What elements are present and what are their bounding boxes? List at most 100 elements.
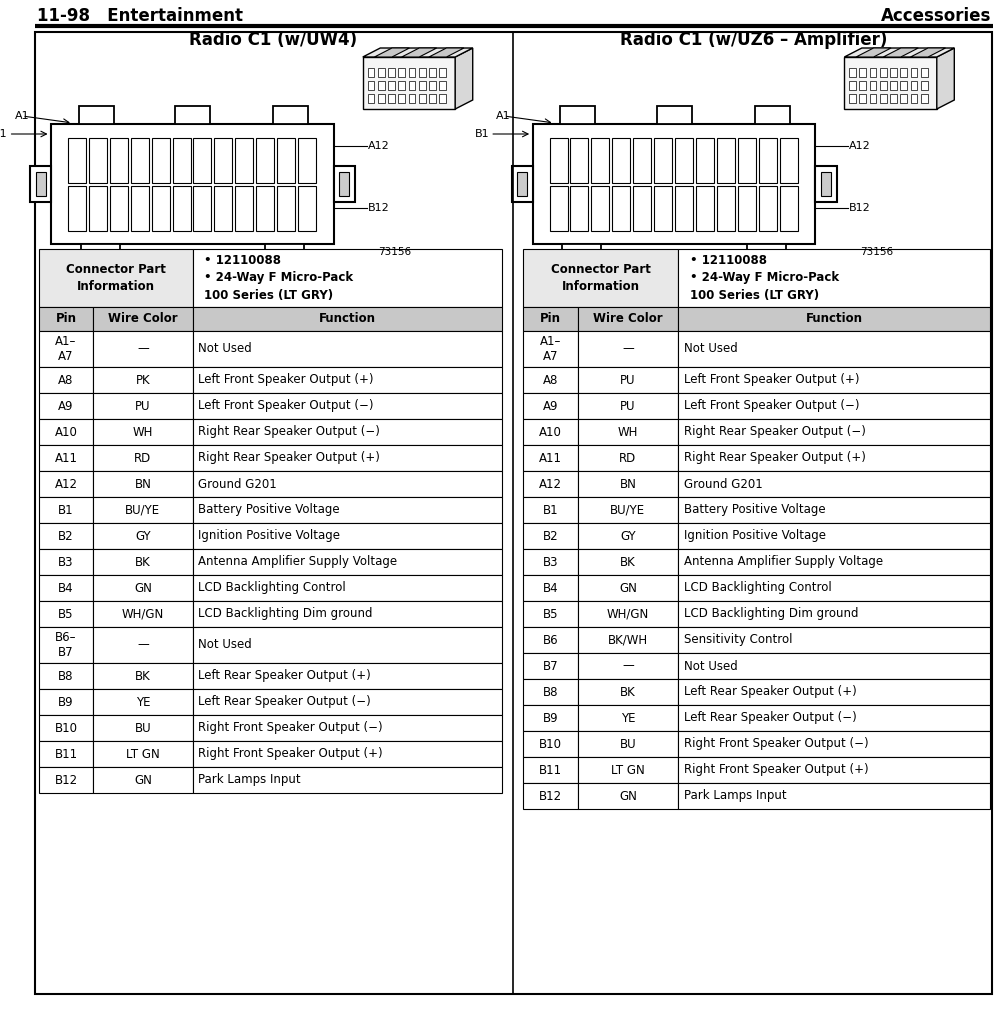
Bar	[192, 575, 502, 601]
Text: —: —	[622, 342, 634, 355]
Bar	[678, 307, 990, 331]
Bar	[298, 186, 316, 231]
Bar	[815, 166, 837, 202]
Bar	[93, 367, 192, 393]
Bar	[192, 249, 502, 307]
Text: B7: B7	[543, 659, 559, 673]
Text: A8: A8	[543, 374, 559, 386]
Bar	[235, 138, 253, 183]
Bar	[192, 715, 502, 741]
Bar	[578, 445, 678, 471]
Bar	[550, 186, 568, 231]
Text: B4: B4	[543, 582, 559, 595]
Text: LT GN: LT GN	[126, 748, 160, 761]
Bar	[39, 445, 93, 471]
Text: Left Front Speaker Output (−): Left Front Speaker Output (−)	[198, 399, 373, 413]
Bar	[93, 523, 192, 549]
Bar	[578, 705, 678, 731]
Bar	[550, 138, 568, 183]
Text: BK: BK	[135, 555, 151, 568]
Bar	[696, 138, 714, 183]
Bar	[93, 767, 192, 793]
Bar	[93, 663, 192, 689]
Text: Right Front Speaker Output (+): Right Front Speaker Output (+)	[198, 748, 383, 761]
Bar	[524, 393, 578, 419]
Text: A12: A12	[367, 141, 389, 151]
Bar	[93, 627, 192, 663]
Bar	[678, 627, 990, 653]
Bar	[51, 124, 333, 244]
Text: A1–
A7: A1– A7	[55, 335, 77, 362]
Bar	[578, 549, 678, 575]
Polygon shape	[937, 48, 954, 109]
Bar	[89, 138, 107, 183]
Bar	[678, 249, 990, 307]
Bar	[339, 172, 349, 196]
Text: BN: BN	[620, 477, 637, 490]
Bar	[192, 445, 502, 471]
Bar	[563, 244, 602, 264]
Bar	[152, 186, 169, 231]
Bar	[131, 138, 149, 183]
Text: A12: A12	[849, 141, 871, 151]
Bar	[578, 653, 678, 679]
Text: BU/YE: BU/YE	[611, 504, 646, 516]
Bar	[256, 138, 274, 183]
Bar	[277, 138, 295, 183]
Bar	[592, 186, 610, 231]
Bar	[678, 783, 990, 809]
Bar	[418, 81, 425, 90]
Text: Wire Color: Wire Color	[108, 312, 178, 326]
Bar	[333, 166, 355, 202]
Bar	[39, 689, 93, 715]
Bar	[738, 138, 756, 183]
Bar	[880, 94, 887, 103]
Bar	[131, 186, 149, 231]
Text: A1–
A7: A1– A7	[540, 335, 562, 362]
Text: Radio C1 (w/UZ6 – Amplifier): Radio C1 (w/UZ6 – Amplifier)	[621, 31, 888, 49]
Bar	[890, 81, 897, 90]
Bar	[578, 331, 678, 367]
Text: A11: A11	[54, 452, 77, 465]
Text: BU: BU	[134, 722, 151, 734]
Text: BU/YE: BU/YE	[125, 504, 160, 516]
Text: Battery Positive Voltage: Battery Positive Voltage	[684, 504, 826, 516]
Bar	[900, 68, 907, 77]
Bar	[578, 307, 678, 331]
Text: Pin: Pin	[541, 312, 561, 326]
Text: A11: A11	[540, 452, 562, 465]
Bar	[524, 307, 578, 331]
Text: BK/WH: BK/WH	[608, 634, 648, 646]
Text: Left Front Speaker Output (+): Left Front Speaker Output (+)	[198, 374, 373, 386]
Text: WH: WH	[618, 426, 638, 438]
Text: A10: A10	[55, 426, 77, 438]
Bar	[678, 497, 990, 523]
Text: Right Front Speaker Output (−): Right Front Speaker Output (−)	[684, 737, 869, 751]
Bar	[578, 731, 678, 757]
Bar	[93, 445, 192, 471]
Bar	[678, 419, 990, 445]
Text: Right Rear Speaker Output (+): Right Rear Speaker Output (+)	[198, 452, 380, 465]
Bar	[578, 627, 678, 653]
Text: BU: BU	[620, 737, 637, 751]
Text: Antenna Amplifier Supply Voltage: Antenna Amplifier Supply Voltage	[198, 555, 397, 568]
Bar	[678, 731, 990, 757]
Text: 73156: 73156	[860, 247, 893, 257]
Text: B12: B12	[849, 203, 871, 213]
Bar	[738, 186, 756, 231]
Bar	[39, 331, 93, 367]
Bar	[439, 68, 446, 77]
Text: Left Rear Speaker Output (+): Left Rear Speaker Output (+)	[198, 670, 371, 683]
Text: 11-98   Entertainment: 11-98 Entertainment	[37, 7, 243, 25]
Bar	[39, 663, 93, 689]
Bar	[524, 601, 578, 627]
Bar	[678, 705, 990, 731]
Bar	[398, 81, 405, 90]
Text: A9: A9	[58, 399, 74, 413]
Text: GN: GN	[619, 582, 637, 595]
Bar	[524, 627, 578, 653]
Text: A12: A12	[540, 477, 562, 490]
Text: Park Lamps Input: Park Lamps Input	[198, 773, 301, 786]
Bar	[192, 689, 502, 715]
Bar	[68, 186, 86, 231]
